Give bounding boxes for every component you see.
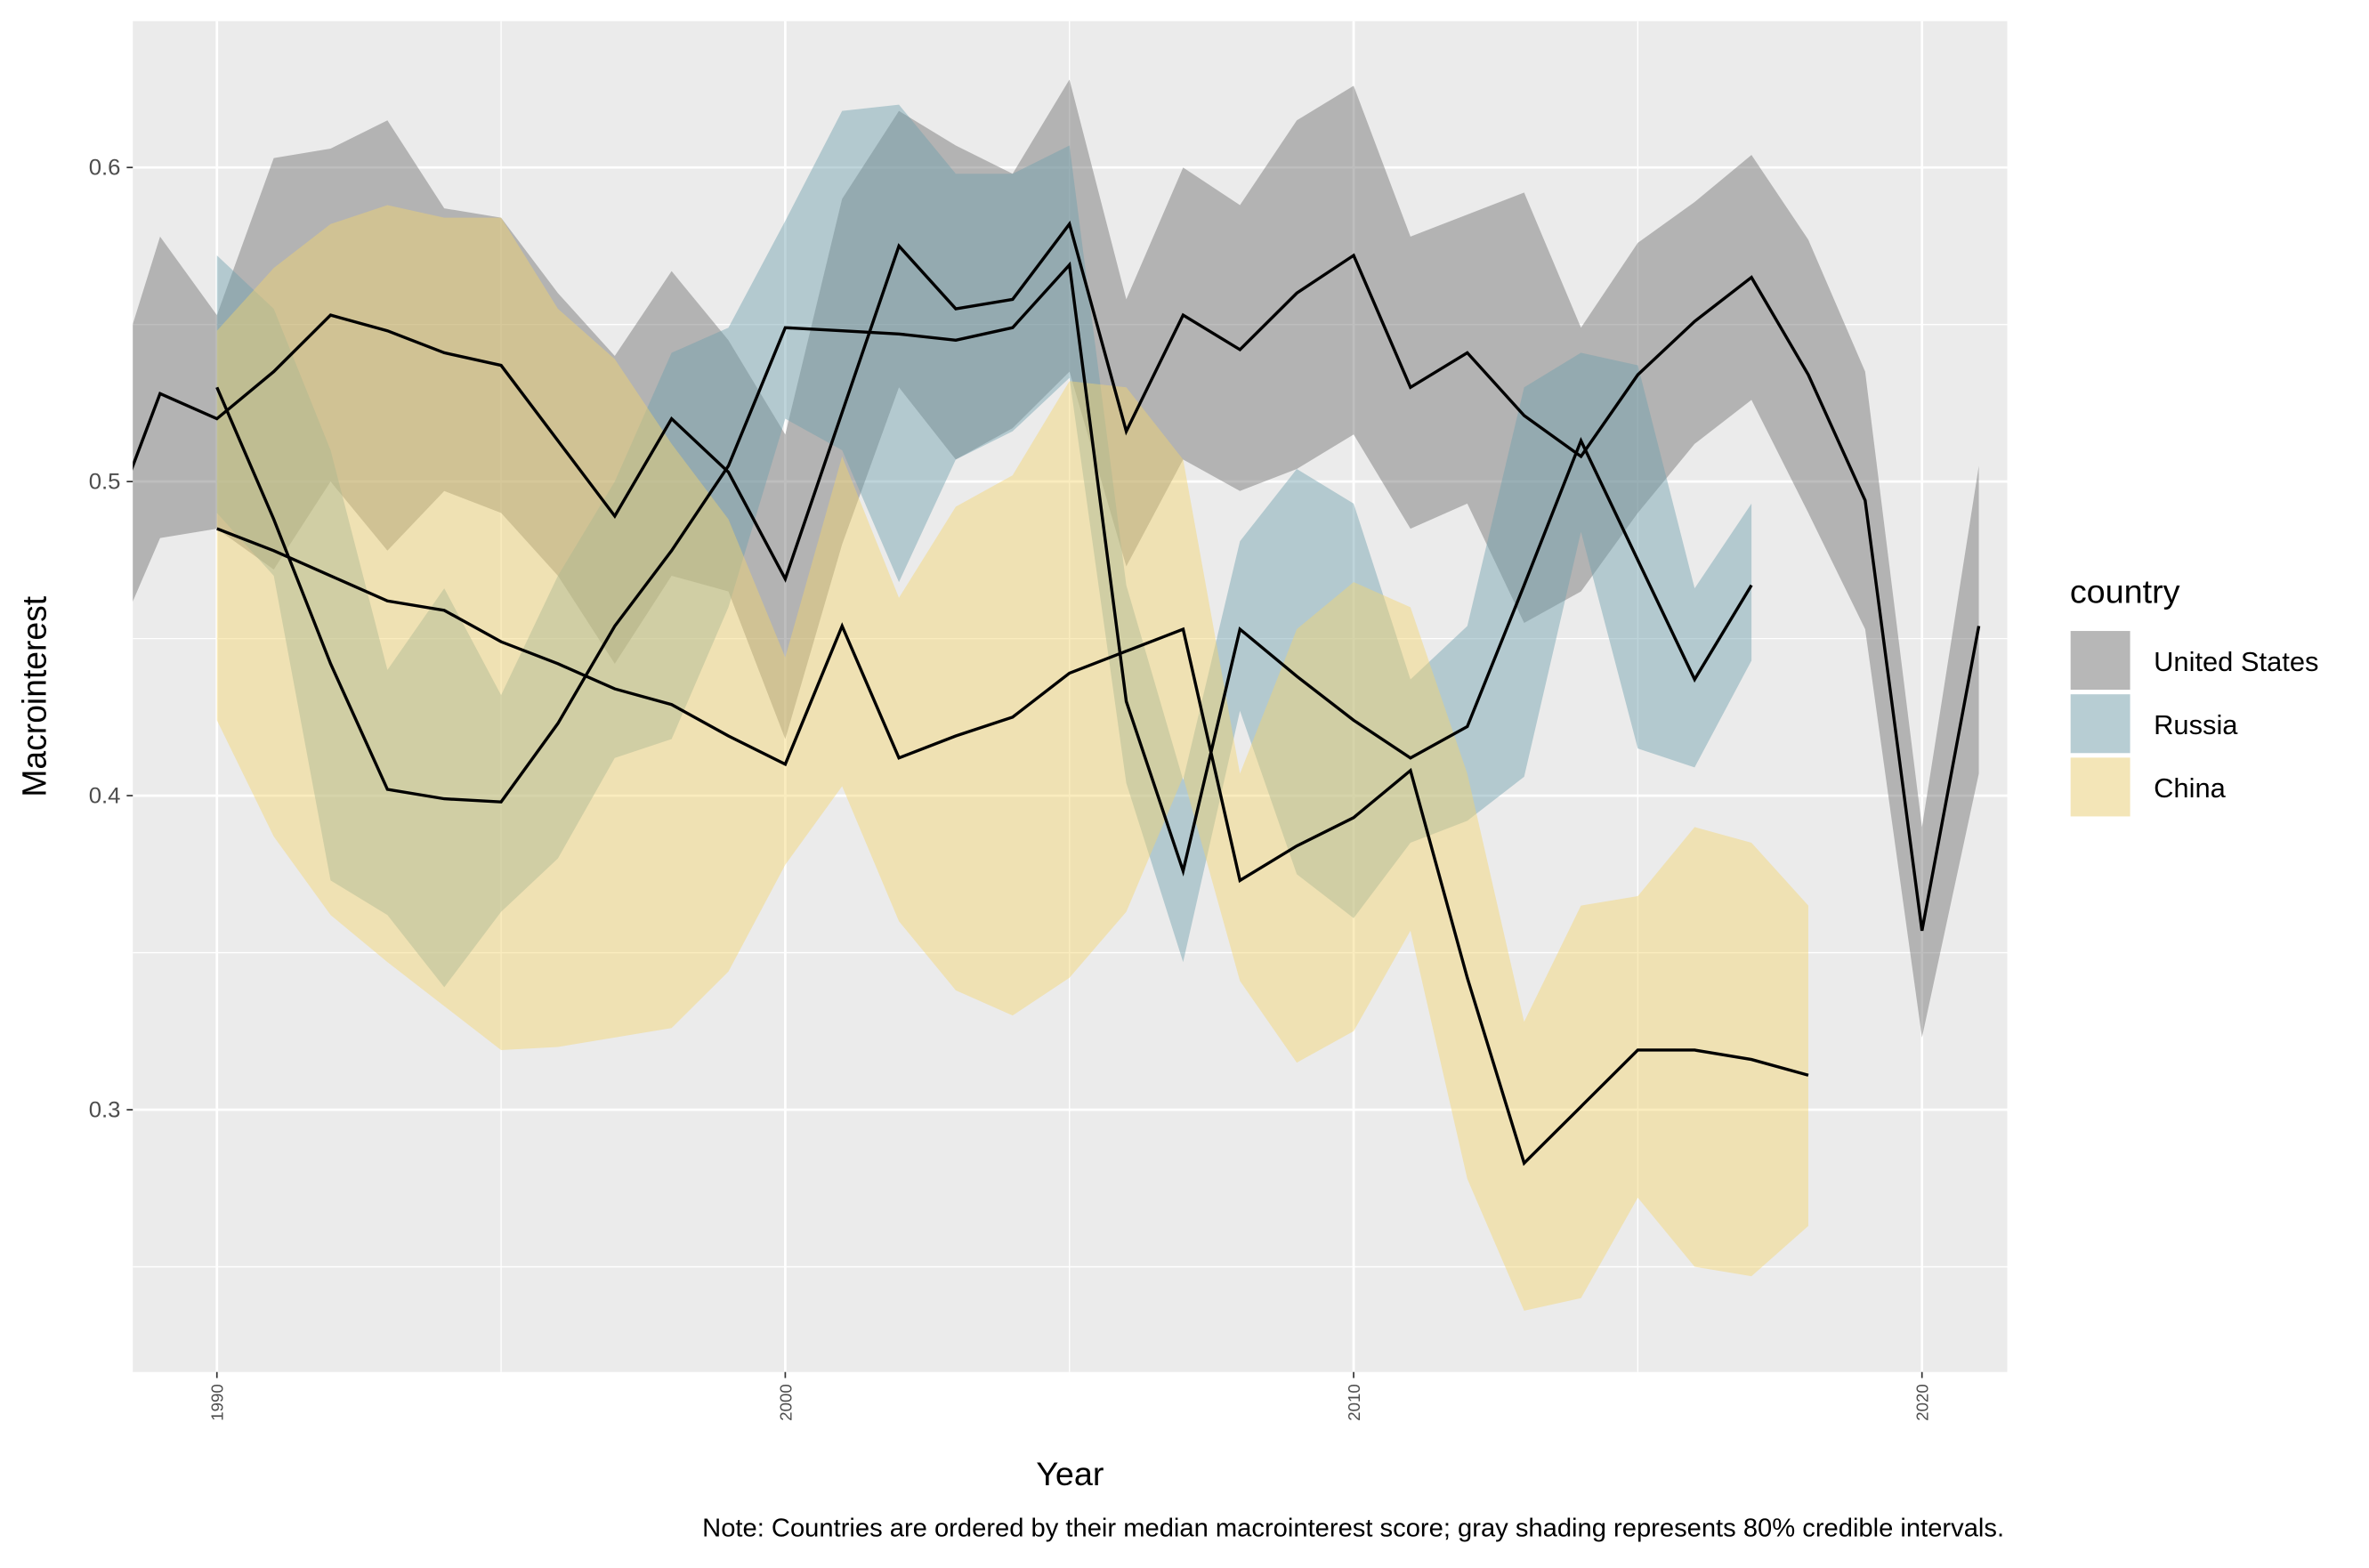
x-axis-title: Year <box>1036 1455 1104 1492</box>
y-tick-label: 0.3 <box>89 1098 121 1123</box>
x-tick-label: 2010 <box>1345 1384 1363 1420</box>
legend-label: China <box>2154 772 2227 804</box>
y-tick-label: 0.5 <box>89 470 121 495</box>
median-line <box>216 527 1809 1167</box>
grid <box>133 20 2008 1372</box>
axes: 0.3 0.4 0.5 0.6 1990 2000 2010 2020 <box>89 156 1932 1421</box>
y-tick-label: 0.6 <box>89 156 121 181</box>
legend-label: Russia <box>2154 709 2238 740</box>
legend-key-bg <box>2069 630 2131 691</box>
x-tick-label: 2000 <box>776 1384 795 1420</box>
legend-label: United States <box>2154 646 2318 677</box>
legend-key-bg <box>2069 756 2131 818</box>
credible-interval <box>216 104 1752 988</box>
legend-title: country <box>2070 573 2180 610</box>
median-line <box>133 220 1981 932</box>
legend-key <box>2068 756 2132 819</box>
x-tick-label: 1990 <box>207 1384 226 1420</box>
credible-interval <box>216 205 1808 1311</box>
legend-key <box>2068 629 2132 691</box>
x-tick-label: 2020 <box>1912 1384 1931 1420</box>
legend: country United States Russia China <box>2068 573 2318 819</box>
legend-key <box>2068 692 2132 755</box>
credible-interval <box>133 79 1979 1038</box>
y-tick-label: 0.4 <box>89 784 121 809</box>
note: Note: Countries are ordered by their med… <box>702 1515 2004 1543</box>
data-layer <box>133 79 1981 1311</box>
median-line <box>215 261 1753 877</box>
y-axis-title: Macrointerest <box>15 595 53 796</box>
legend-key-bg <box>2069 693 2131 755</box>
